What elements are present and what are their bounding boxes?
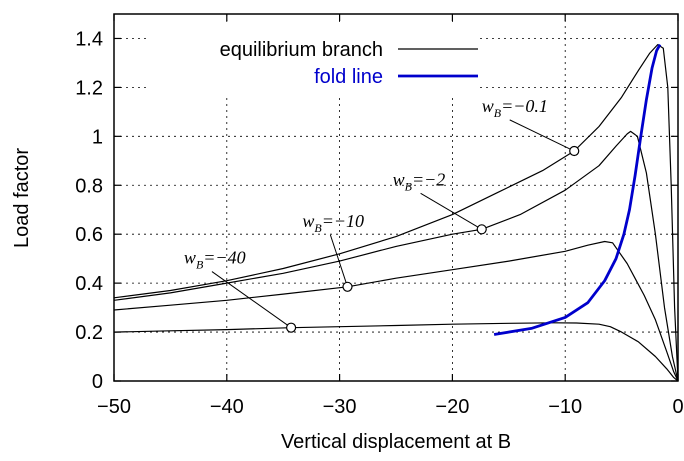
y-axis-title: Load factor [11, 148, 33, 248]
annotation-label: wB=−40 [184, 248, 246, 272]
x-axis-title: Vertical displacement at B [281, 431, 511, 453]
x-tick-label: −50 [97, 396, 131, 418]
equilibrium-branch-series [113, 130, 679, 382]
axis-ticks [113, 14, 679, 382]
legend-label: equilibrium branch [220, 39, 383, 61]
equilibrium-branch-series [113, 240, 679, 382]
annotation-subscript: B [314, 221, 322, 235]
annotation-var: w [482, 96, 494, 116]
legend: equilibrium branch fold line [150, 26, 480, 94]
x-tick-label: −30 [323, 396, 357, 418]
annotation-leader [420, 192, 482, 230]
annotation-leader [329, 234, 348, 287]
annotation-subscript: B [196, 258, 204, 272]
annotation-point [285, 322, 297, 333]
annotation-value: =−2 [412, 169, 445, 189]
legend-background [150, 26, 480, 94]
x-tick-label: −40 [210, 396, 244, 418]
y-tick-label: 0.2 [75, 322, 103, 344]
y-tick-label: 1.4 [75, 28, 103, 50]
x-tick-label: 0 [672, 396, 683, 418]
annotation-subscript: B [405, 179, 413, 193]
y-tick-label: 1 [92, 126, 103, 148]
annotation-var: w [184, 248, 196, 268]
annotation-leader [211, 271, 292, 329]
annotation-point [342, 281, 353, 292]
legend-label: fold line [314, 66, 383, 88]
annotation-value: =−0.1 [501, 96, 548, 116]
annotation-leader [509, 119, 575, 152]
annotation-point [569, 145, 580, 157]
annotation-var: w [393, 169, 405, 189]
series-layer [113, 43, 679, 382]
annotation-markers [211, 119, 580, 333]
equilibrium-branch-series [113, 322, 679, 382]
plot-frame [113, 13, 679, 382]
y-tick-label: 0 [92, 371, 103, 393]
annotation-label: wB=−0.1 [482, 96, 548, 120]
x-tick-label: −10 [548, 396, 582, 418]
fold-line-series [493, 43, 662, 336]
annotation-subscript: B [494, 106, 502, 120]
x-tick-label: −20 [435, 396, 469, 418]
annotation-value: =−10 [322, 211, 364, 231]
y-tick-label: 0.4 [75, 273, 103, 295]
y-tick-label: 0.6 [75, 224, 103, 246]
annotation-point [476, 224, 487, 235]
annotation-label: wB=−2 [393, 169, 446, 193]
annotation-value: =−40 [203, 248, 245, 268]
x-tick-labels: −50 −40 −30 −20 −10 0 [97, 396, 684, 418]
annotation-var: w [302, 211, 314, 231]
y-tick-labels: 0 0.2 0.4 0.6 0.8 1 1.2 1.4 [75, 28, 103, 393]
y-tick-label: 1.2 [75, 77, 103, 99]
annotation-label: wB=−10 [302, 211, 364, 235]
y-tick-label: 0.8 [75, 175, 103, 197]
equilibrium-branch-series [113, 43, 679, 382]
